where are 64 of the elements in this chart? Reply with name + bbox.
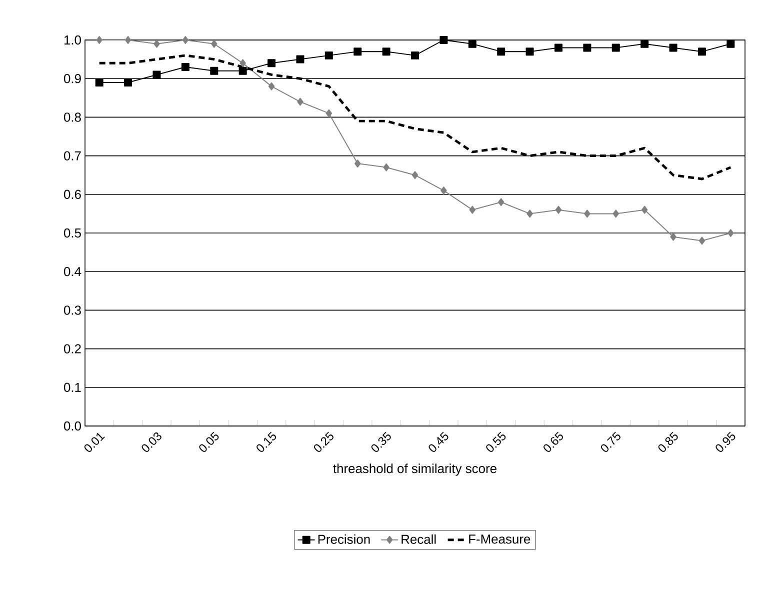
point	[728, 228, 734, 237]
point	[411, 51, 420, 60]
x-tick-label: 0.55	[486, 432, 506, 452]
point	[498, 198, 504, 206]
point	[526, 210, 533, 218]
point	[698, 48, 706, 56]
point	[698, 236, 706, 245]
y-tick-label: 0.0	[64, 421, 81, 431]
point	[240, 59, 246, 68]
point	[124, 78, 132, 86]
point	[669, 44, 678, 52]
point	[469, 206, 476, 214]
point	[324, 51, 333, 60]
point	[440, 36, 448, 44]
point	[296, 55, 304, 64]
point	[96, 36, 102, 44]
point	[268, 59, 276, 68]
point	[354, 160, 361, 168]
point	[154, 40, 160, 48]
x-tick-label: 0.01	[84, 432, 105, 452]
y-tick-label: 0.4	[64, 267, 82, 276]
point	[382, 48, 390, 56]
point	[641, 206, 648, 214]
y-tick-label: 0.1	[64, 382, 81, 392]
point	[182, 36, 189, 44]
point	[181, 63, 190, 72]
y-tick-label: 0.9	[64, 74, 81, 84]
point	[554, 44, 562, 52]
legend-label: Precision	[318, 534, 370, 544]
point	[612, 44, 620, 52]
point	[555, 206, 562, 214]
y-tick-label: 0.7	[64, 151, 81, 160]
point	[583, 44, 592, 52]
point	[612, 210, 620, 218]
point	[326, 109, 332, 118]
y-tick-label: 1.0	[64, 35, 81, 45]
point	[124, 36, 132, 44]
point	[584, 210, 590, 218]
y-tick-label: 0.3	[64, 306, 81, 315]
point	[412, 171, 418, 180]
point	[640, 40, 649, 48]
y-tick-label: 0.8	[64, 112, 81, 122]
point	[268, 82, 275, 90]
x-axis-title: threashold of similarity score	[333, 464, 496, 476]
point	[726, 40, 735, 48]
point	[670, 232, 676, 241]
point	[297, 98, 304, 106]
point	[238, 66, 247, 75]
point	[526, 48, 534, 56]
point	[210, 66, 218, 75]
point	[440, 186, 447, 195]
legend-label: Recall	[402, 534, 436, 544]
point	[211, 40, 218, 48]
point	[95, 78, 104, 86]
point	[152, 70, 161, 79]
point	[468, 40, 476, 48]
y-tick-label: 0.5	[64, 228, 81, 238]
point	[497, 48, 506, 56]
y-tick-label: 0.6	[64, 190, 81, 199]
point	[383, 163, 390, 172]
x-tick-label: 0.03	[142, 432, 162, 452]
point	[354, 48, 362, 56]
y-tick-label: 0.2	[64, 344, 81, 354]
legend-label: F-Measure	[469, 534, 530, 544]
